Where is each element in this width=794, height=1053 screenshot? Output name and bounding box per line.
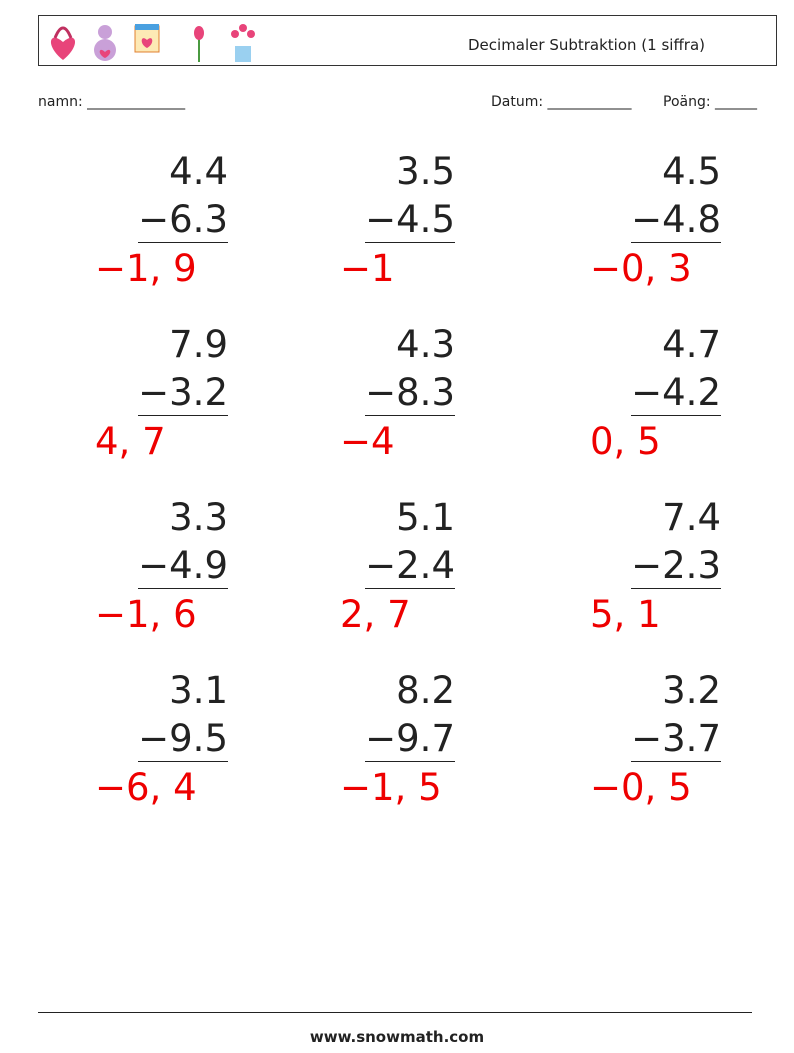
date-field: Datum: ____________ (491, 94, 632, 110)
answer: −4 (340, 420, 395, 463)
footer: www.snowmath.com (309, 1028, 485, 1046)
bottom-number: −2.4 (365, 544, 455, 589)
answer: 4, 7 (95, 420, 166, 463)
bottom-row: −4.5 (365, 198, 455, 243)
top-number: 4.7 (662, 323, 721, 366)
bottom-number: −3.2 (138, 371, 228, 416)
top-number: 3.3 (169, 496, 228, 539)
footer-line (38, 1012, 752, 1013)
bottom-number: −9.7 (365, 717, 455, 762)
bottom-row: −3.7 (631, 717, 721, 762)
bottom-number: −2.3 (631, 544, 721, 589)
bottom-row: −9.7 (365, 717, 455, 762)
bottom-row: −2.4 (365, 544, 455, 589)
answer: −6, 4 (95, 766, 197, 809)
answer: −1, 5 (340, 766, 442, 809)
answer: 2, 7 (340, 593, 411, 636)
title: Decimaler Subtraktion (1 siffra) (468, 36, 705, 54)
top-number: 4.5 (662, 150, 721, 193)
bottom-number: −4.5 (365, 198, 455, 243)
bottom-number: −3.7 (631, 717, 721, 762)
answer: −1, 6 (95, 593, 197, 636)
top-number: 5.1 (396, 496, 455, 539)
score-field: Poäng: ______ (663, 94, 758, 110)
bottom-row: −8.3 (365, 371, 455, 416)
answer: −0, 3 (590, 247, 692, 290)
answer: 5, 1 (590, 593, 661, 636)
top-number: 4.4 (169, 150, 228, 193)
answer: 0, 5 (590, 420, 661, 463)
top-number: 7.9 (169, 323, 228, 366)
name-field: namn: ______________ (38, 94, 186, 110)
answer: −0, 5 (590, 766, 692, 809)
bottom-row: −4.8 (631, 198, 721, 243)
bottom-row: −2.3 (631, 544, 721, 589)
top-number: 3.1 (169, 669, 228, 712)
bottom-number: −8.3 (365, 371, 455, 416)
top-number: 7.4 (662, 496, 721, 539)
bottom-number: −6.3 (138, 198, 228, 243)
icons (50, 24, 255, 62)
header-box (38, 15, 777, 66)
bottom-number: −4.2 (631, 371, 721, 416)
answer: −1 (340, 247, 395, 290)
bottom-row: −4.2 (631, 371, 721, 416)
bottom-row: −6.3 (138, 198, 228, 243)
top-number: 4.3 (396, 323, 455, 366)
top-number: 3.5 (396, 150, 455, 193)
bottom-number: −4.9 (138, 544, 228, 589)
bottom-number: −9.5 (138, 717, 228, 762)
top-number: 8.2 (396, 669, 455, 712)
top-number: 3.2 (662, 669, 721, 712)
bottom-row: −3.2 (138, 371, 228, 416)
icon-heart (50, 37, 76, 60)
answer: −1, 9 (95, 247, 197, 290)
bottom-row: −9.5 (138, 717, 228, 762)
bottom-row: −4.9 (138, 544, 228, 589)
bottom-number: −4.8 (631, 198, 721, 243)
